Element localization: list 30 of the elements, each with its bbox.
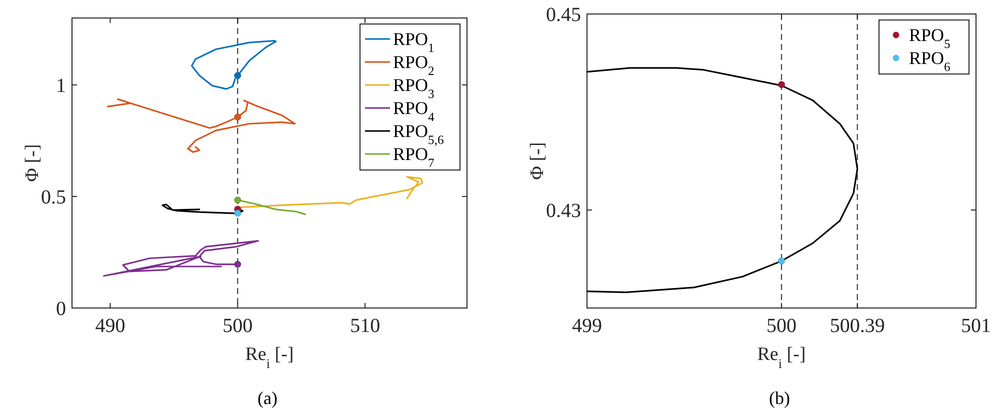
text: (b) bbox=[769, 388, 790, 408]
legend-label: RPO$_{3}$ bbox=[393, 75, 434, 101]
line-series bbox=[103, 240, 259, 277]
y-axis-title: Φ [-] bbox=[22, 144, 43, 182]
y-tick-label: 0 bbox=[56, 298, 66, 320]
x-tick-label: 501 bbox=[961, 315, 991, 337]
line-series bbox=[106, 98, 296, 153]
y-tick-label: 1 bbox=[56, 74, 66, 97]
x-axis-title: Re$_{i}$ [-] bbox=[757, 344, 806, 370]
x-tick-label: 500 bbox=[222, 315, 253, 337]
y-axis-title: Φ [-] bbox=[527, 142, 548, 180]
x-tick-label: 500 bbox=[766, 315, 796, 337]
legend-label: RPO$_{7}$ bbox=[393, 144, 434, 170]
text: (a) bbox=[258, 388, 278, 408]
legend-label: RPO$_{2}$ bbox=[393, 52, 434, 78]
y-tick-label: 0.5 bbox=[41, 186, 66, 208]
x-tick-label: 490 bbox=[95, 315, 126, 337]
legend-label: RPO$_{1}$ bbox=[393, 29, 434, 55]
y-tick-label: 0.43 bbox=[546, 200, 581, 222]
legend-label: RPO$_{5}$ bbox=[909, 25, 950, 51]
line-series bbox=[190, 40, 277, 90]
legend-label: RPO$_{4}$ bbox=[393, 98, 436, 124]
x-tick-label: 510 bbox=[350, 315, 380, 337]
line-series bbox=[586, 67, 858, 294]
legend-label: RPO$_{6}$ bbox=[909, 48, 950, 74]
y-tick-label: 0.45 bbox=[546, 4, 581, 26]
x-tick-label: 500.39 bbox=[830, 315, 885, 337]
legend-label: RPO$_{5,6}$ bbox=[393, 121, 444, 147]
x-tick-label: 499 bbox=[572, 315, 602, 337]
x-axis-title: Re$_{i}$ [-] bbox=[245, 344, 294, 370]
